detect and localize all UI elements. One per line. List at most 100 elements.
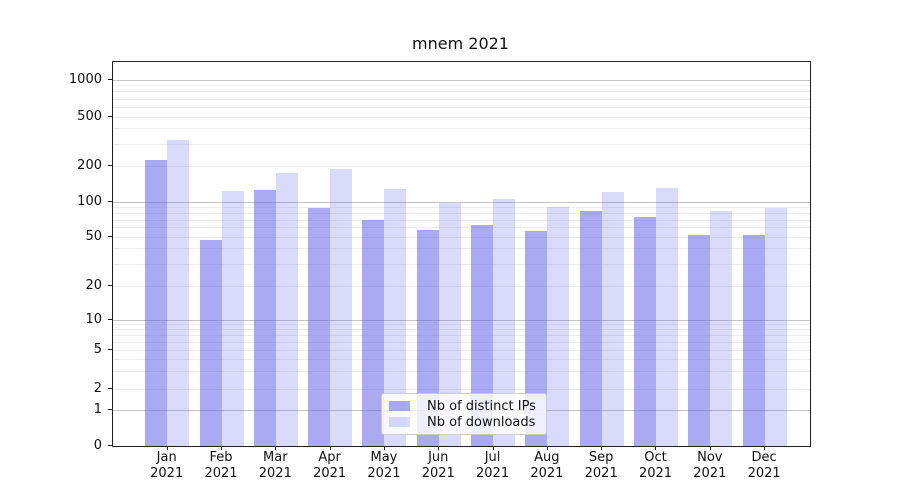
gridline-major [113,79,810,81]
gridline-minor [113,85,810,87]
gridline-major [113,201,810,203]
gridline-minor [113,371,810,373]
x-tick-label: Mar 2021 [258,450,292,481]
x-tick-label: Oct 2021 [638,450,673,481]
x-tick-label: Sep 2021 [584,450,618,481]
bar-distinct-ips [742,235,765,446]
bar-distinct-ips [579,210,602,446]
x-tick-label: May 2021 [367,450,401,481]
bar-downloads [330,168,353,446]
gridline-minor [113,128,810,130]
x-tick-label: Dec 2021 [747,450,781,481]
y-tick-label: 1 [93,401,102,417]
y-tick-label: 20 [85,277,102,293]
bar-distinct-ips [145,159,168,446]
bar-downloads [221,190,244,446]
x-tick-mark [709,446,711,450]
x-tick-mark [601,446,603,450]
gridline-minor [113,116,810,118]
y-tick-label: 500 [77,108,102,124]
gridline-minor [113,91,810,93]
y-tick-label: 50 [85,228,102,244]
y-tick-mark [108,319,112,320]
x-tick-mark [764,446,766,450]
y-tick-mark [108,349,112,350]
bar-distinct-ips [199,240,222,446]
gridline-minor [113,165,810,167]
gridline-minor [113,388,810,390]
legend-label: Nb of distinct IPs [427,398,536,414]
gridline-minor [113,206,810,208]
y-tick-mark [108,79,112,80]
y-tick-label: 0 [93,437,102,453]
x-tick-mark [655,446,657,450]
gridline-minor [113,212,810,214]
chart-title: mnem 2021 [412,34,509,53]
x-tick-label: Jan 2021 [150,450,184,481]
x-tick-label: Jul 2021 [476,450,510,481]
bar-distinct-ips [471,224,494,446]
x-tick-label: Feb 2021 [204,450,238,481]
gridline-minor [113,349,810,351]
y-tick-mark [108,116,112,117]
x-tick-mark [492,446,494,450]
y-tick-mark [108,388,112,389]
bar-distinct-ips [525,231,548,446]
x-tick-mark [383,446,385,450]
y-tick-label: 200 [77,157,102,173]
legend-swatch-distinct-ips [389,401,410,411]
y-tick-mark [108,165,112,166]
y-tick-mark [108,445,112,446]
y-tick-label: 10 [85,311,102,327]
gridline-minor [113,324,810,326]
gridline-minor [113,219,810,221]
plot-area [112,61,811,447]
gridline-minor [113,106,810,108]
bar-downloads [655,187,678,446]
y-tick-label: 100 [77,193,102,209]
y-tick-label: 2 [93,380,102,396]
legend-item-downloads: Nb of downloads [389,414,539,430]
bar-distinct-ips [688,235,711,446]
bar-downloads [764,208,787,446]
gridline-minor [113,236,810,238]
x-tick-label: Jun 2021 [421,450,455,481]
bar-downloads [275,172,298,446]
y-tick-mark [108,201,112,202]
x-tick-mark [275,446,277,450]
y-tick-label: 1000 [68,71,102,87]
bar-distinct-ips [308,208,331,446]
gridline-minor [113,358,810,360]
legend-label: Nb of downloads [427,414,536,430]
gridline-minor [113,341,810,343]
gridline-minor [113,285,810,287]
bar-distinct-ips [416,229,439,446]
y-tick-mark [108,285,112,286]
legend: Nb of distinct IPs Nb of downloads [381,393,547,435]
x-tick-mark [546,446,548,450]
x-tick-mark [166,446,168,450]
gridline-minor [113,334,810,336]
x-tick-label: Nov 2021 [693,450,727,481]
bar-distinct-ips [253,190,276,446]
gridline-minor [113,248,810,250]
y-tick-label: 5 [93,341,102,357]
bar-downloads [493,199,516,446]
bar-downloads [710,210,733,446]
y-tick-mark [108,409,112,410]
x-tick-label: Aug 2021 [530,450,564,481]
x-tick-mark [438,446,440,450]
gridline-major [113,319,810,321]
legend-item-distinct-ips: Nb of distinct IPs [389,398,539,414]
bar-downloads [167,140,190,446]
gridline-minor [113,227,810,229]
y-tick-mark [108,236,112,237]
x-tick-label: Apr 2021 [313,450,347,481]
gridline-minor [113,329,810,331]
bar-downloads [547,207,570,446]
bar-distinct-ips [362,220,385,446]
x-tick-mark [329,446,331,450]
gridline-minor [113,263,810,265]
bar-distinct-ips [633,216,656,446]
